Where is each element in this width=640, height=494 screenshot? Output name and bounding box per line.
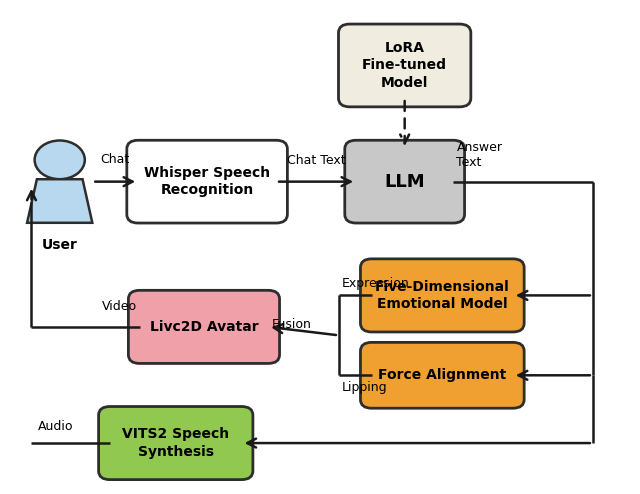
Text: Expression: Expression [342, 277, 410, 290]
Text: Five-Dimensional
Emotional Model: Five-Dimensional Emotional Model [375, 280, 509, 311]
Text: Audio: Audio [38, 419, 73, 433]
FancyBboxPatch shape [127, 140, 287, 223]
FancyBboxPatch shape [339, 24, 471, 107]
Text: Lipping: Lipping [342, 381, 388, 394]
Text: LoRA
Fine-tuned
Model: LoRA Fine-tuned Model [362, 41, 447, 90]
Text: Fusion: Fusion [271, 318, 311, 331]
FancyBboxPatch shape [129, 290, 280, 364]
FancyBboxPatch shape [360, 342, 524, 408]
Text: Chat Text: Chat Text [287, 154, 346, 167]
Text: Whisper Speech
Recognition: Whisper Speech Recognition [144, 166, 270, 197]
Text: Force Alignment: Force Alignment [378, 369, 506, 382]
FancyBboxPatch shape [99, 407, 253, 480]
FancyBboxPatch shape [360, 259, 524, 332]
Text: VITS2 Speech
Synthesis: VITS2 Speech Synthesis [122, 427, 229, 459]
Polygon shape [27, 179, 92, 223]
Text: LLM: LLM [385, 172, 425, 191]
Text: Chat: Chat [100, 153, 130, 166]
Text: Livc2D Avatar: Livc2D Avatar [150, 320, 259, 334]
Circle shape [35, 140, 85, 179]
Text: User: User [42, 238, 77, 251]
Text: Answer
Text: Answer Text [456, 141, 502, 169]
Text: Video: Video [101, 300, 136, 313]
FancyBboxPatch shape [345, 140, 465, 223]
